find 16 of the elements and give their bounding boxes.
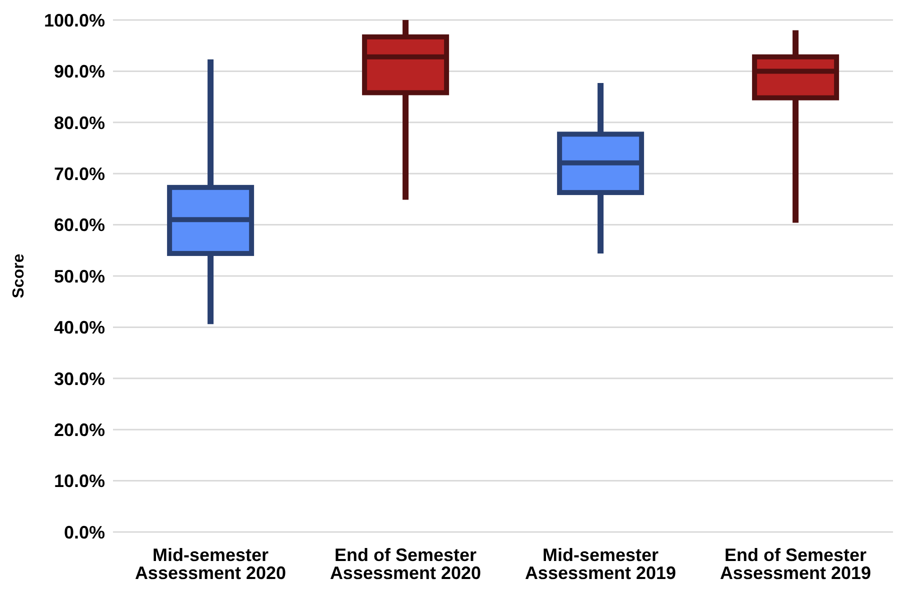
y-tick-label: 10.0% [54,471,105,492]
y-tick-label: 30.0% [54,368,105,389]
x-tick-label: Mid-semester Assessment 2019 [524,544,676,583]
y-tick-label: 0.0% [64,522,105,542]
x-tick-label: End of Semester Assessment 2019 [720,544,872,583]
x-tick-label: End of Semester Assessment 2020 [330,544,482,583]
y-tick-label: 20.0% [54,420,105,440]
y-tick-label: 60.0% [54,215,105,236]
y-tick-label: 70.0% [54,164,105,184]
y-axis-title: Score [10,254,28,298]
y-tick-label: 80.0% [54,112,105,133]
y-tick-label: 50.0% [54,266,105,286]
y-tick-label: 90.0% [54,62,105,82]
x-tick-label: Mid-semester Assessment 2020 [134,544,286,583]
y-tick-label: 100.0% [44,10,105,30]
y-tick-label: 40.0% [54,318,105,338]
